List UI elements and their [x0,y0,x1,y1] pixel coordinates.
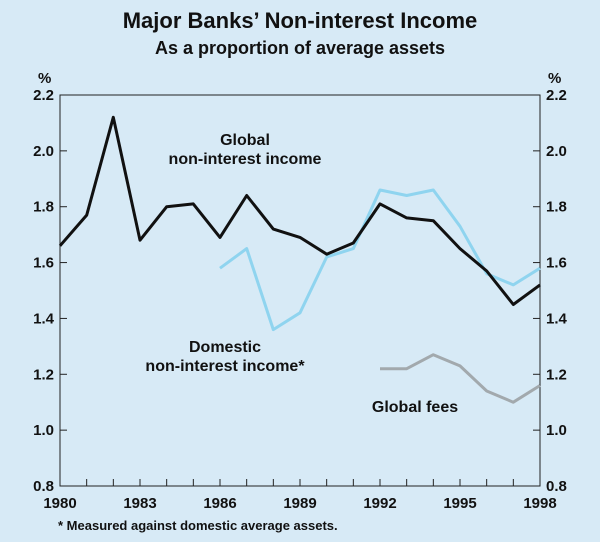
x-tick-label: 1998 [523,495,556,512]
y-tick-label-right: 1.4 [546,310,568,327]
footnote: * Measured against domestic average asse… [58,518,338,533]
series-label-domestic-non-interest-income: Domestic [189,339,261,356]
series-label-global-non-interest-income: non-interest income [169,151,322,168]
y-tick-label-right: 1.2 [546,366,567,383]
y-tick-label-left: 1.2 [33,366,54,383]
x-tick-label: 1980 [43,495,76,512]
y-tick-label-right: 1.8 [546,199,567,216]
chart-title: Major Banks’ Non-interest Income [122,8,478,33]
chart-series [58,115,541,404]
series-line-global-non-interest-income [58,115,541,306]
y-axis-unit-left: % [38,70,52,87]
x-tick-label: 1986 [203,495,236,512]
y-tick-label-left: 1.8 [33,199,54,216]
y-tick-label-left: 0.8 [33,478,54,495]
x-tick-label: 1992 [363,495,396,512]
series-line-global-fees [380,353,541,404]
series-label-global-non-interest-income: Global [220,132,270,149]
x-tick-label: 1995 [443,495,476,512]
chart-axes: 0.8 0.8 1.0 1.0 1.2 1.2 1.4 1.4 1.6 1.6 1.8 1.8 2.0 2… [33,87,567,512]
series-label-global-fees: Global fees [372,399,458,416]
y-tick-label-right: 1.6 [546,255,567,272]
x-tick-label: 1983 [123,495,156,512]
y-tick-label-right: 1.0 [546,422,567,439]
series-labels: Global non-interest income Domestic non-int… [145,132,458,416]
y-tick-label-left: 2.2 [33,87,54,104]
chart-subtitle: As a proportion of average assets [154,38,446,58]
y-tick-label-right: 0.8 [546,478,567,495]
x-tick-label: 1989 [283,495,316,512]
series-line-domestic-non-interest-income [219,188,541,332]
y-tick-label-left: 1.0 [33,422,54,439]
series-label-domestic-non-interest-income: non-interest income* [145,358,305,375]
y-tick-label-right: 2.0 [546,143,567,160]
y-tick-label-left: 1.4 [33,310,55,327]
y-axis-unit-right: % [548,70,562,87]
y-tick-label-right: 2.2 [546,87,567,104]
y-tick-label-left: 2.0 [33,143,54,160]
y-tick-label-left: 1.6 [33,255,54,272]
